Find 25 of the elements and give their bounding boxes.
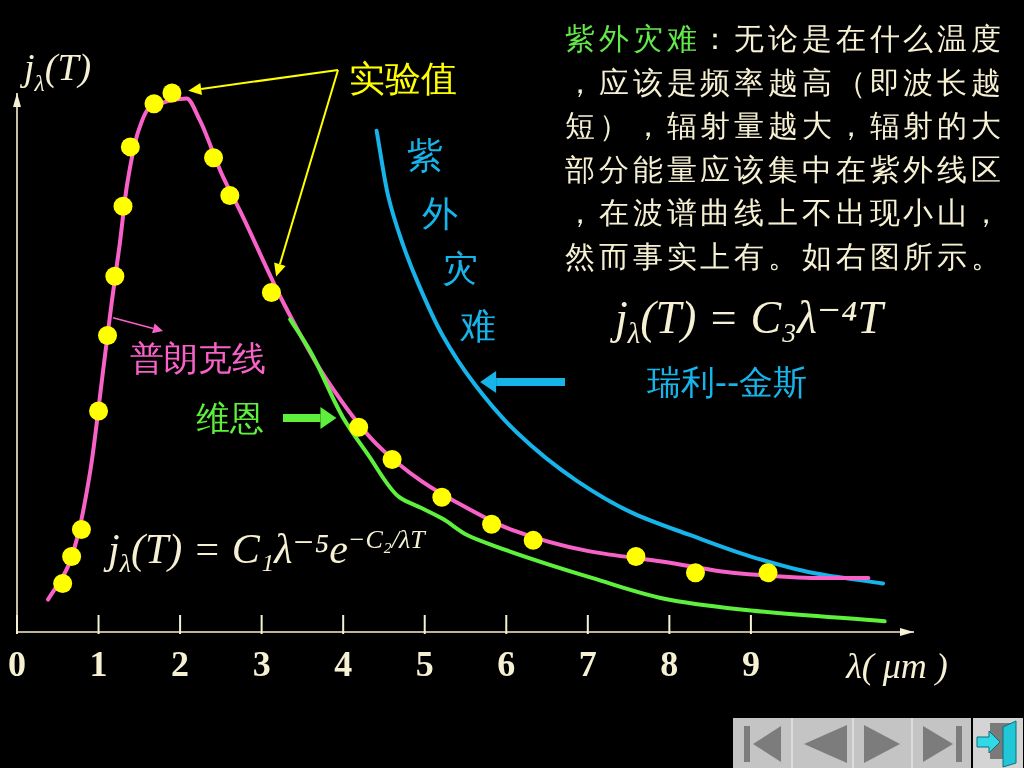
x-tick-label: 8 [660, 644, 679, 684]
annotation: 然而事实上有。如右图所示。 [565, 238, 1006, 274]
series-label: 实验值 [349, 57, 457, 99]
annotation: 紫外灾难 [407, 134, 496, 346]
annotation: ：无论是在什么温度 [700, 21, 1006, 56]
annotation: j$_{λ}$(T) = C₁λ⁻⁵e$^{−C₂/λT}$ [100, 522, 439, 580]
x-tick-label: 3 [252, 644, 271, 684]
x-tick-label: 7 [578, 644, 597, 684]
x-axis-title: λ( μm ) [846, 646, 948, 686]
x-tick-label: 0 [8, 644, 26, 684]
annotation: ，应该是频率越高（即波长越 [565, 64, 1006, 100]
annotation: ，在波谱曲线上不出现小山， [565, 195, 1006, 230]
annotation: 短），辐射量越大，辐射的大 [565, 108, 1006, 143]
x-tick-label: 6 [497, 644, 516, 684]
x-tick-label: 4 [334, 644, 353, 684]
x-tick-label: 5 [415, 644, 434, 684]
annotation: 紫外灾难 [565, 21, 701, 56]
x-tick-label: 2 [171, 644, 190, 684]
x-tick-label: 1 [89, 644, 108, 684]
series-label: 普朗克线 [130, 338, 266, 378]
series-label: 维恩 [196, 398, 264, 438]
annotation: 部分能量应该集中在紫外线区 [565, 151, 1006, 187]
annotation: j$_{λ}$(T) = C₃λ⁻⁴T [607, 289, 897, 351]
series-label: 瑞利--金斯 [646, 362, 808, 402]
x-tick-label: 9 [741, 644, 760, 684]
